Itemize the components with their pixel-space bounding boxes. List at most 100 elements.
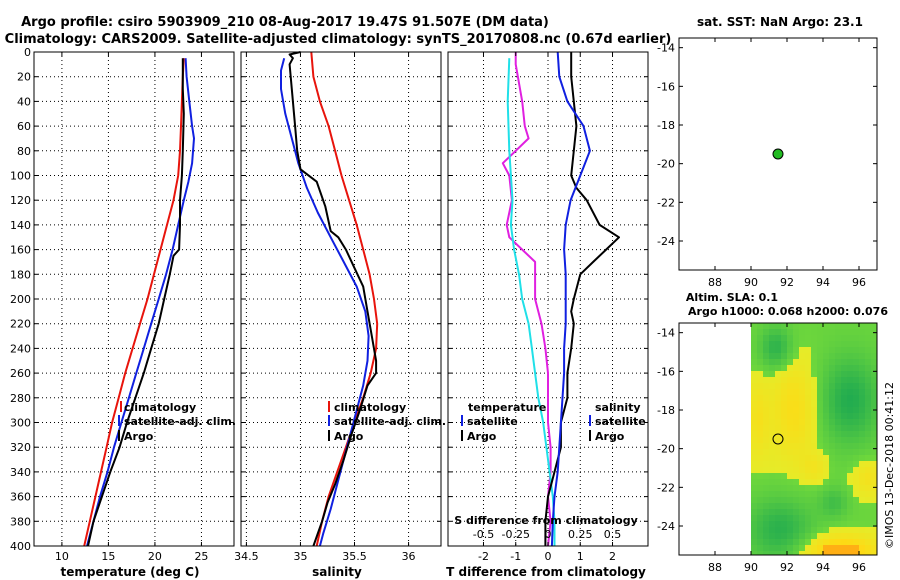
sla-cell [787, 485, 794, 492]
y-tick-label: -14 [657, 327, 675, 340]
sla-cell [841, 437, 848, 444]
sla-cell [775, 395, 782, 402]
sla-cell [841, 527, 848, 534]
sla-cell [871, 329, 878, 336]
sla-cell [793, 461, 800, 468]
sla-cell [823, 431, 830, 438]
sla-cell [847, 503, 854, 510]
sla-cell [865, 503, 872, 510]
sla-cell [763, 461, 770, 468]
sla-cell [769, 407, 776, 414]
sla-cell [841, 497, 848, 504]
sla-cell [787, 521, 794, 528]
sla-cell [769, 353, 776, 360]
sla-cell [775, 383, 782, 390]
sla-cell [811, 407, 818, 414]
sla-cell [757, 455, 764, 462]
sla-cell [793, 371, 800, 378]
sla-cell [799, 401, 806, 408]
sla-cell [859, 539, 866, 546]
sla-cell [841, 539, 848, 546]
series-temperature-argo [550, 51, 591, 547]
sla-cell [781, 497, 788, 504]
sla-cell [817, 359, 824, 366]
sla-cell [835, 335, 842, 342]
sla-cell [763, 413, 770, 420]
sla-cell [859, 425, 866, 432]
sla-cell [811, 479, 818, 486]
sla-cell [787, 551, 794, 556]
sla-cell [757, 341, 764, 348]
sla-cell [841, 551, 848, 556]
sla-cell [775, 515, 782, 522]
sla-cell [859, 467, 866, 474]
sla-cell [817, 545, 824, 552]
sla-cell [853, 479, 860, 486]
y-tick-label: 160 [10, 244, 31, 257]
sla-cell [817, 365, 824, 372]
sla-cell [805, 347, 812, 354]
sla-cell [793, 521, 800, 528]
sla-cell [871, 455, 878, 462]
sla-cell [853, 497, 860, 504]
x-tick-label: 1 [577, 550, 584, 563]
legend-s-argo-label: Argo [595, 430, 625, 443]
sla-cell [835, 497, 842, 504]
sla-cell [799, 497, 806, 504]
sla-cell [811, 485, 818, 492]
sla-cell [865, 455, 872, 462]
sla-cell [805, 383, 812, 390]
sla-cell [787, 389, 794, 396]
sla-cell [787, 353, 794, 360]
sla-cell [757, 335, 764, 342]
t-difference-xlabel: T difference from climatology [446, 565, 646, 579]
series-climatology [310, 51, 379, 547]
sla-cell [805, 407, 812, 414]
y-tick-label: 380 [10, 515, 31, 528]
sla-cell [799, 407, 806, 414]
sla-cell [841, 443, 848, 450]
sla-cell [817, 515, 824, 522]
sla-cell [823, 425, 830, 432]
sla-cell [757, 539, 764, 546]
series-argo [87, 58, 185, 547]
sla-cell [829, 443, 836, 450]
sla-cell [769, 473, 776, 480]
sla-cell [781, 551, 788, 556]
sla-cell [865, 371, 872, 378]
sla-cell [769, 533, 776, 540]
sla-cell [793, 437, 800, 444]
sla-cell [799, 515, 806, 522]
sla-cell [847, 545, 854, 552]
sla-cell [817, 413, 824, 420]
sla-cell [793, 467, 800, 474]
sla-cell [859, 479, 866, 486]
sla-cell [769, 341, 776, 348]
sla-cell [757, 419, 764, 426]
sla-cell [829, 539, 836, 546]
sla-cell [799, 323, 806, 330]
legend-climatology-label: climatology [334, 401, 406, 414]
sla-cell [811, 449, 818, 456]
sla-cell [769, 443, 776, 450]
sla-cell [835, 455, 842, 462]
sla-cell [853, 443, 860, 450]
sla-cell [793, 443, 800, 450]
sla-cell [787, 455, 794, 462]
sla-cell [805, 353, 812, 360]
sla-cell [787, 419, 794, 426]
sla-cell [829, 431, 836, 438]
sla-cell [811, 323, 818, 330]
x-tick-label: -2 [478, 550, 489, 563]
salinity-legend: climatology satellite-adj. clim. Argo [328, 401, 446, 443]
sla-cell [751, 539, 758, 546]
sla-cell [763, 455, 770, 462]
sla-cell [853, 521, 860, 528]
sla-cell [769, 461, 776, 468]
sla-cell [757, 425, 764, 432]
sla-cell [865, 551, 872, 556]
sla-cell [757, 497, 764, 504]
y-tick-label: 200 [10, 293, 31, 306]
sla-cell [787, 479, 794, 486]
sla-cell [799, 521, 806, 528]
